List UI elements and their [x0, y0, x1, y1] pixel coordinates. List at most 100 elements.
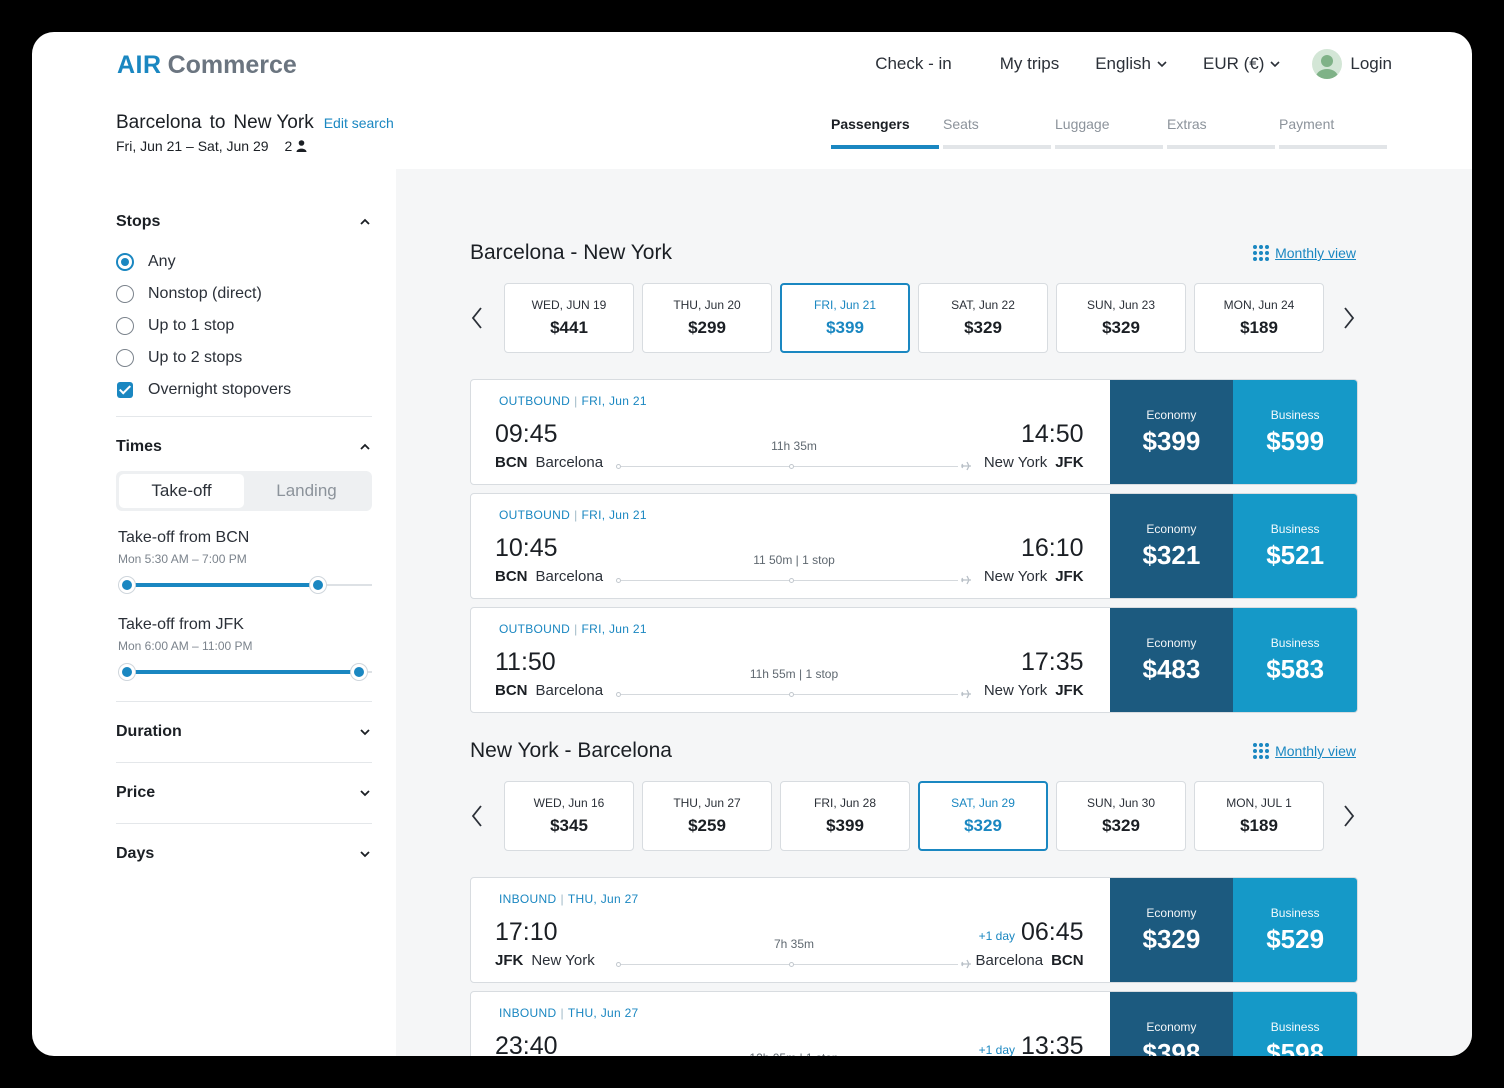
economy-fare-button[interactable]: Economy $321	[1109, 494, 1234, 598]
times-filter-header[interactable]: Times	[116, 435, 372, 459]
option-label: Up to 1 stop	[148, 317, 235, 334]
outbound-date-option[interactable]: MON, Jun 24 $189	[1194, 283, 1324, 353]
step-seats[interactable]: Seats	[943, 116, 1051, 149]
chevron-left-icon[interactable]	[470, 305, 484, 331]
date-label: SAT, Jun 29	[951, 796, 1015, 810]
arrival-code: JFK	[1055, 568, 1084, 585]
tab-landing[interactable]: Landing	[276, 481, 337, 500]
inbound-date-option[interactable]: WED, Jun 16 $345	[504, 781, 634, 851]
step-label: Extras	[1167, 116, 1207, 132]
inbound-date-option[interactable]: THU, Jun 27 $259	[642, 781, 772, 851]
language-dropdown[interactable]: English	[1095, 54, 1167, 74]
outbound-monthly-view-link[interactable]: Monthly view	[1253, 245, 1356, 261]
step-label: Luggage	[1055, 116, 1110, 132]
takeoff-bcn-slider[interactable]	[118, 576, 372, 594]
takeoff-jfk-slider[interactable]	[118, 663, 372, 681]
chevron-right-icon[interactable]	[1342, 305, 1356, 331]
days-filter-header[interactable]: Days	[116, 842, 372, 866]
business-fare-button[interactable]: Business $598	[1233, 992, 1357, 1056]
departure-time: 09:45	[495, 420, 558, 448]
duration-filter-header[interactable]: Duration	[116, 720, 372, 744]
outbound-date-option[interactable]: SUN, Jun 23 $329	[1056, 283, 1186, 353]
inbound-date-option[interactable]: SAT, Jun 29 $329	[918, 781, 1048, 851]
slider-handle-max[interactable]	[310, 577, 326, 593]
stops-option-nonstop[interactable]: Nonstop (direct)	[116, 278, 372, 310]
logo-air-text: AIR	[117, 50, 162, 79]
step-passengers[interactable]: Passengers	[831, 116, 939, 149]
plus-day-badge: +1 day	[978, 1043, 1015, 1056]
edit-search-link[interactable]: Edit search	[323, 115, 394, 131]
inbound-date-option[interactable]: MON, JUL 1 $189	[1194, 781, 1324, 851]
app-screen: AIR Commerce Check - in My trips English…	[32, 32, 1472, 1056]
route-line	[616, 575, 972, 585]
fare-price: $521	[1266, 539, 1325, 570]
chevron-left-icon[interactable]	[470, 803, 484, 829]
inbound-monthly-view-link[interactable]: Monthly view	[1253, 743, 1356, 759]
arrival-city: New York	[983, 682, 1048, 699]
logo[interactable]: AIR Commerce	[117, 50, 297, 79]
date-label: MON, Jun 24	[1223, 298, 1295, 312]
business-fare-button[interactable]: Business $583	[1233, 608, 1357, 712]
flight-info[interactable]: OUTBOUND | FRI, Jun 21 10:45 16:10 BCN Barcelo…	[471, 494, 1110, 598]
date-price: $189	[1240, 318, 1278, 337]
results-panel: Barcelona - New York Monthly view WED, J…	[396, 169, 1472, 1056]
price-filter-title: Price	[116, 784, 156, 801]
slider-handle-min[interactable]	[119, 577, 135, 593]
outbound-date-option[interactable]: THU, Jun 20 $299	[642, 283, 772, 353]
times-filter-title: Times	[116, 438, 162, 455]
economy-fare-button[interactable]: Economy $398	[1109, 992, 1234, 1056]
currency-dropdown[interactable]: EUR (€)	[1203, 54, 1280, 74]
flight-info[interactable]: OUTBOUND | FRI, Jun 21 11:50 17:35 BCN Barcelo…	[471, 608, 1110, 712]
outbound-date-option[interactable]: SAT, Jun 22 $329	[918, 283, 1048, 353]
step-luggage[interactable]: Luggage	[1055, 116, 1163, 149]
flight-info[interactable]: INBOUND | THU, Jun 27 17:10 +1 day 06:45 JFK Ne…	[471, 878, 1110, 982]
stops-option-any[interactable]: Any	[116, 246, 372, 278]
inbound-date-option[interactable]: FRI, Jun 28 $399	[780, 781, 910, 851]
economy-fare-button[interactable]: Economy $329	[1109, 878, 1234, 982]
step-payment[interactable]: Payment	[1279, 116, 1387, 149]
radio-button[interactable]	[116, 285, 134, 303]
flight-duration: 7h 35m	[773, 937, 815, 951]
arrival-time: 06:45	[1021, 918, 1084, 946]
fare-label: Business	[1270, 407, 1320, 422]
radio-button[interactable]	[116, 349, 134, 367]
overnight-stopovers-option[interactable]: Overnight stopovers	[116, 374, 372, 406]
stops-filter-header[interactable]: Stops	[116, 210, 372, 234]
fare-price: $483	[1142, 653, 1201, 684]
economy-fare-button[interactable]: Economy $399	[1109, 380, 1234, 484]
login-button[interactable]: Login	[1312, 49, 1392, 79]
business-fare-button[interactable]: Business $521	[1233, 494, 1357, 598]
logo-commerce-text: Commerce	[167, 50, 297, 79]
outbound-date-option[interactable]: WED, JUN 19 $441	[504, 283, 634, 353]
days-filter-title: Days	[116, 845, 155, 862]
departure-airport: JFK New York	[495, 952, 595, 969]
economy-fare-button[interactable]: Economy $483	[1109, 608, 1234, 712]
business-fare-button[interactable]: Business $529	[1233, 878, 1357, 982]
flight-card: OUTBOUND | FRI, Jun 21 10:45 16:10 BCN Barcelo…	[470, 493, 1358, 599]
slider-handle-max[interactable]	[351, 664, 367, 680]
fare-label: Economy	[1146, 521, 1197, 536]
inbound-date-option[interactable]: SUN, Jun 30 $329	[1056, 781, 1186, 851]
slider-handle-min[interactable]	[119, 664, 135, 680]
price-filter-header[interactable]: Price	[116, 781, 372, 805]
chevron-down-icon	[1270, 61, 1280, 68]
date-price: $441	[550, 318, 588, 337]
step-extras[interactable]: Extras	[1167, 116, 1275, 149]
flight-info[interactable]: OUTBOUND | FRI, Jun 21 09:45 14:50 BCN Barcelo…	[471, 380, 1110, 484]
arrival-time-group: 14:50	[1015, 420, 1084, 449]
nav-my-trips[interactable]: My trips	[999, 54, 1060, 73]
outbound-date-option[interactable]: FRI, Jun 21 $399	[780, 283, 910, 353]
flight-header: INBOUND | THU, Jun 27	[499, 892, 639, 906]
checkbox[interactable]	[117, 382, 133, 398]
date-label: THU, Jun 27	[673, 796, 741, 810]
radio-button[interactable]	[116, 317, 134, 335]
stops-option-2-stops[interactable]: Up to 2 stops	[116, 342, 372, 374]
stops-option-1-stop[interactable]: Up to 1 stop	[116, 310, 372, 342]
business-fare-button[interactable]: Business $599	[1233, 380, 1357, 484]
chevron-right-icon[interactable]	[1342, 803, 1356, 829]
outbound-flight-list: OUTBOUND | FRI, Jun 21 09:45 14:50 BCN Barcelo…	[470, 379, 1358, 721]
tab-take-off[interactable]: Take-off	[119, 474, 244, 508]
radio-button[interactable]	[116, 253, 134, 271]
nav-checkin[interactable]: Check - in	[875, 54, 952, 73]
